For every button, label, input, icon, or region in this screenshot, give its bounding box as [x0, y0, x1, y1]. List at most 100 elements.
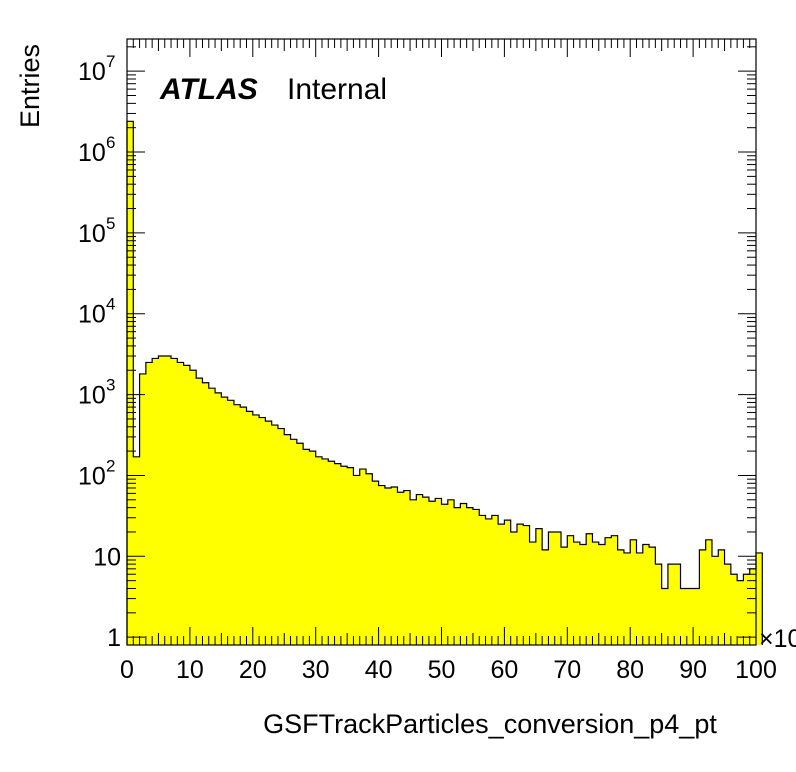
histogram-bin — [171, 358, 178, 645]
histogram-bin — [127, 121, 134, 646]
x-tick-label: 50 — [428, 656, 456, 684]
histogram-bin — [693, 588, 700, 645]
histogram-bin — [523, 525, 530, 645]
histogram-bin — [447, 499, 455, 645]
x-tick-label: 80 — [616, 656, 644, 684]
histogram-bin — [636, 552, 644, 645]
y-tick-label-exponent: 2 — [106, 456, 115, 475]
histogram-bin — [133, 456, 140, 645]
histogram-bin — [277, 428, 285, 645]
x-axis-multiplier: ×10³ — [759, 625, 796, 653]
histogram-bin — [711, 556, 719, 645]
histogram-bin — [479, 515, 486, 645]
histogram-bin — [466, 507, 474, 645]
histogram-bin — [642, 544, 650, 645]
histogram-bin — [623, 552, 631, 645]
histogram-bin — [686, 588, 694, 645]
histogram-bin — [598, 544, 606, 645]
histogram-bin — [655, 564, 662, 645]
histogram-bin — [472, 509, 480, 645]
histogram-bin — [454, 507, 461, 645]
histogram-bin — [410, 499, 417, 645]
histogram-bin — [321, 458, 329, 645]
histogram-bin — [743, 574, 751, 645]
y-tick-label: 10 — [78, 58, 106, 86]
histogram-bin — [164, 356, 172, 645]
histogram-bin — [737, 580, 744, 645]
histogram-bin — [233, 404, 241, 645]
histogram-bin — [215, 392, 222, 645]
histogram-bin — [516, 524, 524, 645]
histogram-bin — [667, 564, 675, 645]
x-tick-label: 60 — [490, 656, 518, 684]
histogram-bin — [460, 503, 467, 645]
histogram-outline — [126, 120, 763, 645]
histogram-bin — [535, 528, 543, 645]
histogram-bin — [372, 481, 379, 645]
y-tick-label-exponent: 3 — [106, 376, 115, 395]
histogram-bin — [340, 466, 348, 645]
histogram-bin — [542, 549, 549, 645]
histogram-bin — [504, 520, 511, 645]
y-tick-label: 10 — [78, 382, 106, 410]
histogram-bin — [554, 531, 562, 645]
y-tick-label: 10 — [93, 543, 121, 571]
histogram-bin — [290, 439, 298, 645]
histogram-bin — [573, 542, 581, 645]
y-tick-label-exponent: 7 — [106, 52, 115, 71]
histogram-bars — [127, 121, 763, 646]
histogram-bin — [353, 475, 361, 645]
x-tick-label: 90 — [679, 656, 707, 684]
histogram-bin — [485, 518, 493, 645]
x-axis-title: GSFTrackParticles_conversion_p4_pt — [263, 709, 717, 739]
histogram-bin — [730, 574, 738, 645]
histogram-bin — [617, 549, 625, 645]
histogram-bin — [680, 588, 688, 645]
histogram-bin — [548, 531, 556, 645]
x-tick-labels: 0 10 20 30 40 50 60 70 80 90 100 — [120, 656, 777, 684]
x-tick-label: 100 — [735, 656, 777, 684]
histogram-bin — [384, 487, 392, 645]
histogram-bin — [265, 421, 272, 645]
histogram-bin — [177, 362, 184, 645]
histogram-bin — [309, 451, 316, 645]
histogram-bin — [397, 492, 405, 645]
histogram-bin — [296, 443, 304, 645]
histogram-bin — [359, 469, 367, 645]
axis-ticks — [126, 39, 757, 645]
histogram-bin — [303, 449, 310, 645]
internal-label: Internal — [287, 73, 387, 106]
x-tick-label: 0 — [120, 656, 134, 684]
histogram-bin — [366, 473, 373, 645]
y-tick-label: 1 — [107, 624, 121, 652]
histogram-bin — [152, 358, 159, 645]
histogram-bin — [529, 542, 537, 645]
histogram-bin — [202, 382, 210, 645]
histogram-bin — [428, 501, 436, 645]
histogram-bin — [756, 552, 763, 645]
y-axis-title: Entries — [15, 44, 45, 128]
histogram-bin — [611, 535, 618, 645]
histogram-bin — [189, 370, 197, 645]
histogram-bin — [649, 547, 656, 645]
y-tick-label-exponent: 4 — [106, 295, 115, 314]
histogram-bin — [498, 524, 505, 645]
histogram-bin — [196, 378, 203, 645]
histogram-bin — [328, 461, 335, 645]
histogram-bin — [491, 515, 499, 645]
histogram-bin — [284, 434, 291, 645]
histogram-bin — [208, 388, 216, 645]
histogram-bin — [422, 497, 430, 645]
y-tick-label: 10 — [78, 139, 106, 167]
y-tick-label-exponent: 5 — [106, 214, 115, 233]
histogram-bin — [240, 407, 247, 645]
histogram-bin — [158, 356, 166, 645]
histogram-bin — [378, 485, 386, 645]
histogram-bin — [567, 535, 574, 645]
histogram-bin — [221, 397, 228, 645]
histogram-bin — [510, 531, 518, 645]
histogram-bin — [724, 564, 732, 645]
x-tick-label: 40 — [365, 656, 393, 684]
